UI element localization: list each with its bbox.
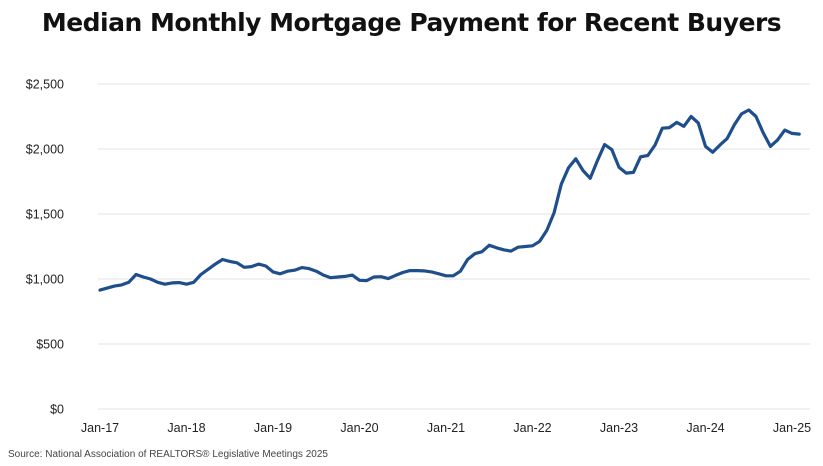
- gridlines: [98, 83, 810, 410]
- x-tick-label: Jan-18: [167, 421, 205, 435]
- x-axis-ticks: Jan-17 Jan-18 Jan-19 Jan-20 Jan-21 Jan-22 Jan-…: [81, 421, 811, 435]
- series-line: [98, 108, 801, 292]
- y-tick-label: $1,000: [26, 273, 64, 287]
- x-tick-label: Jan-25: [773, 421, 811, 435]
- x-tick-label: Jan-17: [81, 421, 119, 435]
- y-tick-label: $1,500: [26, 208, 64, 222]
- source-note: Source: National Association of REALTORS…: [8, 449, 328, 460]
- x-tick-label: Jan-20: [340, 421, 378, 435]
- y-axis-ticks: $0 $500 $1,000 $1,500 $2,000 $2,500: [26, 78, 64, 417]
- y-tick-label: $500: [36, 338, 64, 352]
- x-tick-label: Jan-24: [686, 421, 724, 435]
- y-tick-label: $2,000: [26, 143, 64, 157]
- y-tick-label: $0: [50, 403, 64, 417]
- x-tick-label: Jan-22: [513, 421, 551, 435]
- x-tick-label: Jan-21: [427, 421, 465, 435]
- y-tick-label: $2,500: [26, 78, 64, 92]
- x-tick-label: Jan-23: [600, 421, 638, 435]
- x-tick-label: Jan-19: [254, 421, 292, 435]
- chart-title: Median Monthly Mortgage Payment for Rece…: [41, 8, 782, 37]
